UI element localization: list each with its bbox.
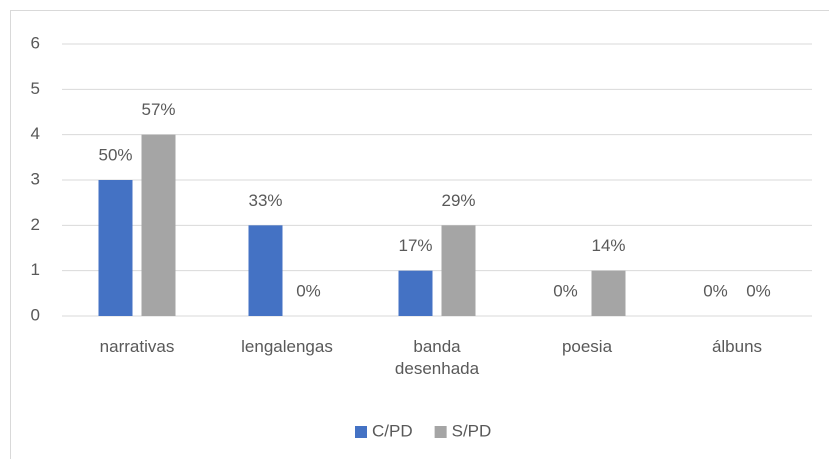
x-tick-label: lengalengas	[241, 337, 333, 356]
y-tick-label: 1	[31, 260, 40, 279]
data-label: 29%	[441, 191, 475, 210]
data-label: 50%	[98, 145, 132, 164]
bar	[591, 270, 626, 316]
data-label: 57%	[141, 100, 175, 119]
bar	[248, 225, 283, 316]
bar	[141, 134, 176, 316]
legend-swatch	[355, 426, 367, 438]
x-tick-label: álbuns	[711, 337, 763, 356]
legend-swatch	[434, 426, 447, 438]
data-label: 14%	[591, 236, 625, 255]
y-tick-label: 3	[31, 169, 40, 188]
y-tick-label: 6	[31, 33, 40, 52]
y-tick-label: 0	[31, 305, 40, 324]
bar	[398, 270, 433, 316]
x-tick-label: narrativas	[99, 337, 175, 356]
bar	[98, 180, 133, 316]
data-label: 17%	[398, 236, 432, 255]
x-tick-label: poesia	[561, 337, 613, 356]
bar	[441, 225, 476, 316]
data-label: 0%	[746, 281, 771, 300]
data-label: 0%	[703, 281, 728, 300]
y-tick-label: 5	[31, 79, 40, 98]
y-tick-label: 4	[31, 124, 40, 143]
legend-label: S/PD	[452, 421, 492, 440]
data-label: 33%	[248, 191, 282, 210]
legend-label: C/PD	[372, 421, 413, 440]
data-label: 0%	[296, 281, 321, 300]
chart-frame	[10, 10, 829, 459]
x-tick-label: banda desenhada	[394, 337, 480, 378]
y-tick-label: 2	[31, 215, 40, 234]
data-label: 0%	[553, 281, 578, 300]
